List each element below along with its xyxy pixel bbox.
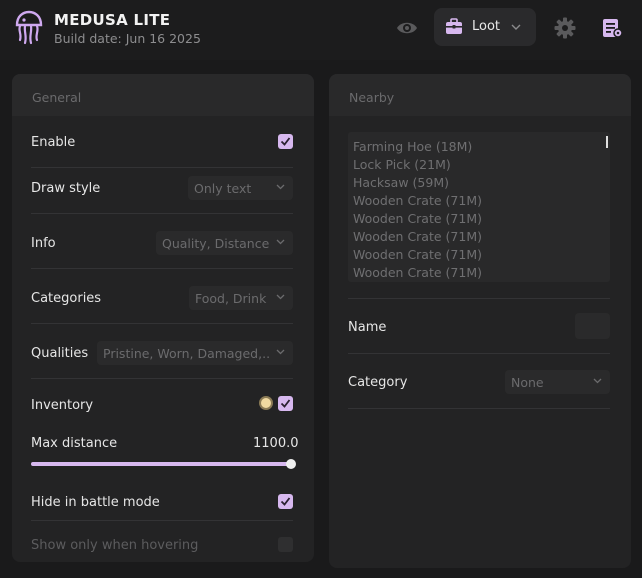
enable-label: Enable — [31, 135, 76, 150]
qualities-row: Qualities Pristine, Worn, Damaged,... — [31, 324, 293, 379]
enable-row: Enable — [31, 116, 293, 168]
app-header: MEDUSA LITE Build date: Jun 16 2025 Loot — [0, 0, 642, 60]
qualities-label: Qualities — [31, 346, 89, 361]
listbox-divider — [348, 282, 610, 299]
list-item[interactable]: Wooden Crate (71M) — [353, 247, 482, 262]
check-icon — [280, 497, 291, 506]
max-distance-slider[interactable] — [31, 462, 291, 466]
check-icon — [280, 399, 291, 408]
name-input[interactable] — [575, 313, 610, 339]
name-label: Name — [348, 320, 387, 335]
chevron-down-icon — [276, 184, 285, 190]
list-item[interactable]: Hacksaw (59M) — [353, 175, 449, 190]
eye-icon[interactable] — [396, 18, 418, 38]
list-item[interactable]: Wooden Crate (71M) — [353, 229, 482, 244]
max-distance-value: 1100.0 — [253, 436, 299, 451]
gear-icon[interactable] — [554, 17, 576, 39]
max-distance-label: Max distance — [31, 436, 118, 451]
mode-label: Loot — [472, 19, 501, 34]
chevron-down-icon — [276, 294, 285, 300]
mode-dropdown[interactable]: Loot — [434, 8, 536, 46]
draw-style-row: Draw style Only text — [31, 168, 293, 214]
inventory-status-dot — [259, 396, 273, 410]
inventory-checkbox[interactable] — [278, 396, 293, 411]
list-item[interactable]: Wooden Crate (71M) — [353, 211, 482, 226]
show-hovering-label: Show only when hovering — [31, 538, 199, 553]
info-row: Info Quality, Distance — [31, 214, 293, 269]
list-scroll-indicator[interactable] — [606, 136, 608, 148]
category-value: None — [511, 375, 544, 390]
info-dropdown[interactable]: Quality, Distance — [156, 231, 293, 255]
chevron-down-icon — [276, 239, 285, 245]
list-item[interactable]: Lock Pick (21M) — [353, 157, 451, 172]
hide-battle-label: Hide in battle mode — [31, 495, 160, 510]
chevron-down-icon — [511, 24, 521, 30]
briefcase-icon — [446, 18, 462, 34]
categories-row: Categories Food, Drink — [31, 269, 293, 324]
enable-checkbox[interactable] — [278, 134, 293, 149]
nearby-panel: Nearby Farming Hoe (18M) Lock Pick (21M)… — [329, 74, 631, 568]
categories-dropdown[interactable]: Food, Drink — [189, 286, 293, 310]
app-title: MEDUSA LITE — [54, 11, 171, 29]
categories-label: Categories — [31, 291, 102, 306]
script-icon[interactable] — [601, 17, 623, 39]
qualities-value: Pristine, Worn, Damaged,... — [103, 346, 269, 361]
show-hovering-checkbox[interactable] — [278, 537, 293, 552]
info-label: Info — [31, 236, 56, 251]
qualities-dropdown[interactable]: Pristine, Worn, Damaged,... — [97, 341, 293, 365]
category-dropdown[interactable]: None — [505, 370, 610, 394]
check-icon — [280, 137, 291, 146]
draw-style-dropdown[interactable]: Only text — [188, 176, 293, 200]
jellyfish-logo-icon — [15, 10, 43, 45]
info-value: Quality, Distance — [162, 236, 270, 251]
chevron-down-icon — [276, 349, 285, 355]
draw-style-value: Only text — [194, 181, 252, 196]
list-item[interactable]: Wooden Crate (71M) — [353, 265, 482, 280]
category-label: Category — [348, 375, 408, 390]
build-date: Build date: Jun 16 2025 — [54, 31, 201, 46]
list-item[interactable]: Wooden Crate (71M) — [353, 193, 482, 208]
category-row: Category None — [348, 354, 610, 409]
hide-battle-row: Hide in battle mode — [31, 479, 293, 521]
draw-style-label: Draw style — [31, 181, 101, 196]
list-item[interactable]: Farming Hoe (18M) — [353, 139, 473, 154]
name-row: Name — [348, 299, 610, 354]
chevron-down-icon — [593, 378, 602, 384]
hide-battle-checkbox[interactable] — [278, 494, 293, 509]
nearby-listbox[interactable]: Farming Hoe (18M) Lock Pick (21M) Hacksa… — [348, 132, 610, 282]
nearby-header: Nearby — [329, 74, 631, 116]
inventory-label: Inventory — [31, 398, 94, 413]
inventory-row: Inventory — [31, 379, 293, 424]
general-panel: General Enable Draw style Only text Info… — [12, 74, 314, 562]
max-distance-slider-thumb[interactable] — [286, 459, 296, 469]
categories-value: Food, Drink — [195, 291, 267, 306]
general-header: General — [12, 74, 314, 116]
